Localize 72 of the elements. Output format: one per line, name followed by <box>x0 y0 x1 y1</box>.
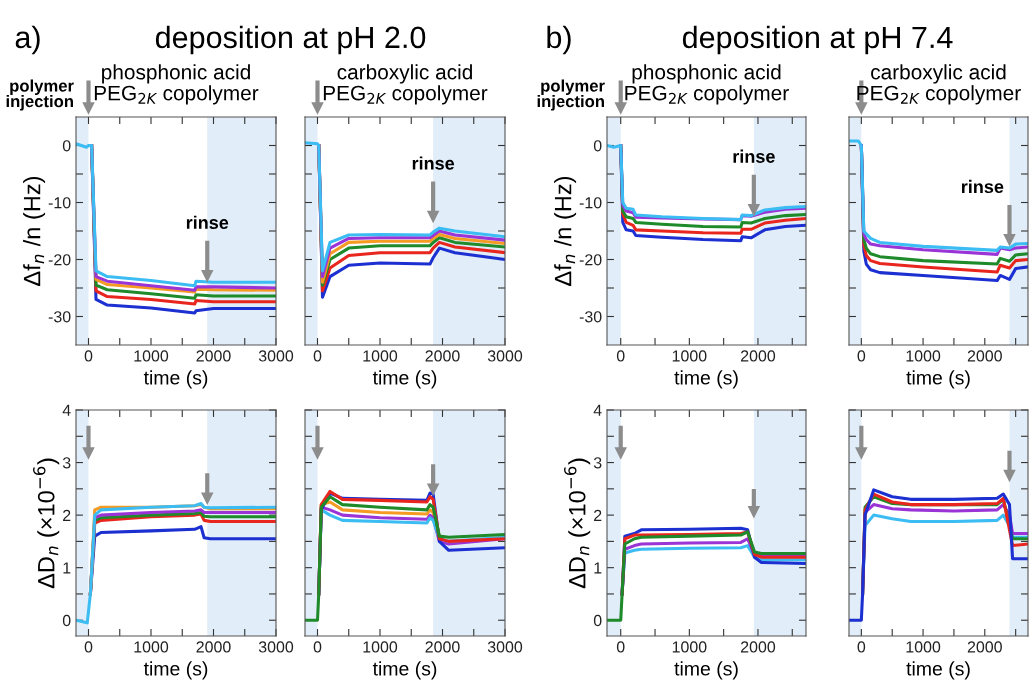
x-axis-title: time (s) <box>906 370 970 389</box>
annotation: rinse <box>412 156 455 170</box>
x-tick-label: 3000 <box>258 350 294 362</box>
x-tick-label: 1000 <box>134 641 169 653</box>
x-axis-title: time (s) <box>143 370 208 389</box>
y-tick-label: 2 <box>63 509 71 521</box>
x-tick-label: 0 <box>313 641 322 653</box>
x-tick-label: 0 <box>616 641 625 653</box>
x-tick-label: 0 <box>313 350 322 362</box>
y-tick-label: 3 <box>62 457 71 469</box>
x-tick-label: 2000 <box>741 641 776 653</box>
x-axis-title: time (s) <box>372 661 437 680</box>
text: deposition at pH 2.0 <box>155 25 426 55</box>
text: deposition at pH 7.4 <box>682 25 953 55</box>
chart-title: phosphonic acid PEG$_{2K}$ copolymer <box>94 64 259 105</box>
y-tick-label: 2 <box>594 509 602 521</box>
text: a) <box>15 25 40 55</box>
x-axis-title: time (s) <box>143 661 208 680</box>
chart-title: carboxylic acid PEG$_{2K}$ copolymer <box>323 64 488 105</box>
y-axis-title: Δf$_{n}$ /n (Hz) <box>554 177 577 286</box>
y-tick-label: -20 <box>579 254 602 266</box>
y-axis-title: ΔD$_{n}$ (×10$^{−6}$) <box>564 458 591 589</box>
x-tick-label: 0 <box>84 641 93 653</box>
x-tick-label: 2000 <box>196 641 231 653</box>
text: polymer injection <box>6 79 74 111</box>
x-axis-title: time (s) <box>372 370 437 389</box>
y-tick-label: 0 <box>62 614 71 627</box>
x-tick-label: 3000 <box>258 641 294 653</box>
x-tick-label: 1000 <box>672 641 707 653</box>
x-tick-label: 2000 <box>967 641 1002 653</box>
x-tick-label: 1000 <box>906 641 941 653</box>
x-tick-label: 1000 <box>363 641 398 653</box>
annotation: rinse <box>733 149 775 163</box>
y-tick-label: -10 <box>48 197 71 209</box>
y-tick-label: 1 <box>594 562 602 574</box>
annotation: rinse <box>961 179 1004 194</box>
text: polymer injection <box>537 79 605 111</box>
y-tick-label: -10 <box>579 197 602 209</box>
x-tick-label: 1000 <box>134 350 169 362</box>
y-tick-label: 1 <box>63 562 71 574</box>
x-axis-title: time (s) <box>674 661 738 680</box>
y-tick-label: -30 <box>48 311 71 323</box>
x-tick-label: 3000 <box>487 641 523 653</box>
y-tick-label: 4 <box>62 404 71 416</box>
x-tick-label: 2000 <box>425 641 460 653</box>
x-tick-label: 3000 <box>487 350 523 362</box>
x-tick-label: 0 <box>857 350 866 362</box>
annotation: rinse <box>186 215 229 230</box>
y-tick-label: 0 <box>593 614 602 627</box>
x-tick-label: 1000 <box>672 350 707 362</box>
text: b) <box>547 25 571 55</box>
x-tick-label: 2000 <box>196 350 231 362</box>
y-tick-label: -20 <box>48 254 71 266</box>
x-tick-label: 2000 <box>967 350 1002 362</box>
x-tick-label: 1000 <box>906 350 941 362</box>
x-tick-label: 0 <box>616 350 625 362</box>
y-axis-title: Δf$_{n}$ /n (Hz) <box>23 177 46 286</box>
x-axis-title: time (s) <box>906 661 970 680</box>
y-tick-label: 3 <box>593 457 602 469</box>
y-tick-label: 0 <box>62 140 71 152</box>
y-tick-label: 4 <box>593 404 602 416</box>
x-tick-label: 2000 <box>425 350 460 362</box>
chart-title: carboxylic acid PEG$_{2K}$ copolymer <box>857 64 1021 105</box>
x-tick-label: 1000 <box>363 350 398 362</box>
x-tick-label: 2000 <box>741 350 776 362</box>
y-axis-title: ΔD$_{n}$ (×10$^{−6}$) <box>33 458 60 589</box>
x-tick-label: 0 <box>857 641 866 653</box>
chart-title: phosphonic acid PEG$_{2K}$ copolymer <box>625 64 789 105</box>
x-tick-label: 0 <box>84 350 93 362</box>
y-tick-label: 0 <box>593 140 602 152</box>
y-tick-label: -30 <box>579 311 602 323</box>
x-axis-title: time (s) <box>674 370 738 389</box>
